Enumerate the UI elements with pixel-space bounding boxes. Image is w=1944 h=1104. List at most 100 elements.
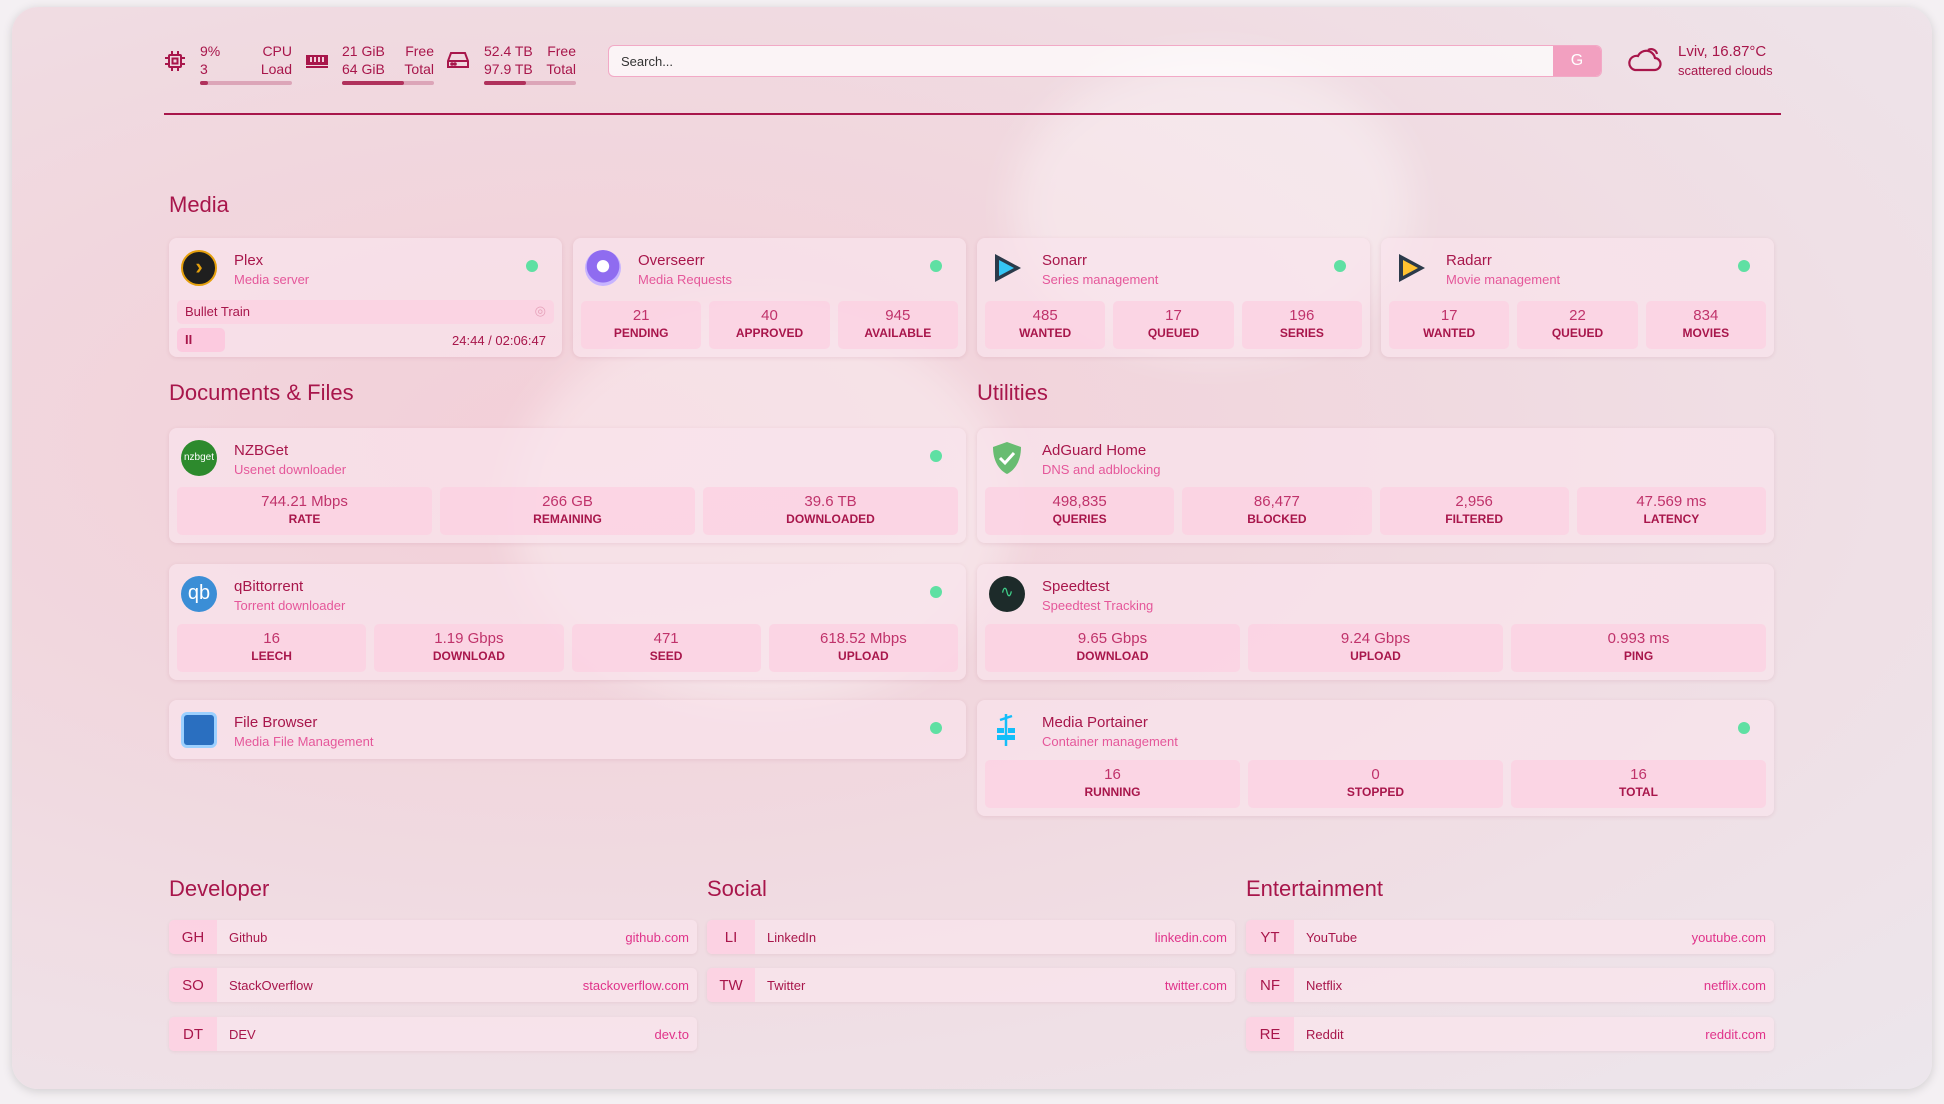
- bookmark-group-title: Entertainment: [1246, 876, 1383, 901]
- stat-label: AVAILABLE: [864, 326, 932, 340]
- service-description: Movie management: [1446, 272, 1561, 287]
- service-name: Plex: [234, 252, 264, 269]
- service-name: NZBGet: [234, 442, 289, 459]
- search-input[interactable]: Search... G: [608, 45, 1602, 77]
- bookmark-url: twitter.com: [1164, 977, 1227, 993]
- disk-total: 97.9 TB: [484, 61, 533, 77]
- stat-value: 1.19 Gbps: [434, 630, 504, 647]
- status-dot: [930, 586, 942, 598]
- cpu-load-label: Load: [260, 61, 292, 77]
- service-card-nzbget[interactable]: nzbget NZBGet Usenet downloader 744.21 M…: [169, 428, 966, 543]
- service-card-qbittorrent[interactable]: qb qBittorrent Torrent downloader 16 LEEC…: [169, 564, 966, 680]
- bookmark-abbr: NF: [1246, 968, 1294, 1002]
- pause-icon[interactable]: II: [177, 328, 225, 352]
- file-browser-logo-icon: [181, 712, 217, 748]
- service-stats: 485 WANTED 17 QUEUED 196 SERIES: [985, 301, 1362, 349]
- stat-value: 744.21 Mbps: [261, 493, 348, 510]
- stat-value: 945: [885, 307, 911, 324]
- service-card-adguard[interactable]: AdGuard Home DNS and adblocking 498,835 Q…: [977, 428, 1774, 543]
- bookmark-netflix[interactable]: NF Netflix netflix.com: [1246, 968, 1774, 1002]
- service-stats: 744.21 Mbps RATE 266 GB REMAINING 39.6 TB D…: [177, 487, 958, 535]
- service-description: Series management: [1042, 272, 1159, 287]
- settings-icon[interactable]: ◎: [534, 303, 546, 318]
- bookmark-abbr: YT: [1246, 920, 1294, 954]
- stat-value: 16: [1630, 766, 1647, 783]
- stat-label: SEED: [649, 649, 683, 663]
- bookmark-url: youtube.com: [1691, 929, 1766, 945]
- bookmark-dev[interactable]: DT DEV dev.to: [169, 1017, 697, 1051]
- service-description: Speedtest Tracking: [1042, 598, 1154, 613]
- service-card-file-browser[interactable]: File Browser Media File Management: [169, 700, 966, 759]
- stat-label: UPLOAD: [838, 649, 889, 663]
- bookmark-group-title: Developer: [169, 876, 270, 901]
- cpu-value: 9%: [200, 43, 221, 59]
- bookmark-linkedin[interactable]: LI LinkedIn linkedin.com: [707, 920, 1235, 954]
- playback-time: 24:44 / 02:06:47: [452, 333, 546, 348]
- stat-value: 9.24 Gbps: [1340, 630, 1411, 647]
- bookmark-stackoverflow[interactable]: SO StackOverflow stackoverflow.com: [169, 968, 697, 1002]
- stat-label: RUNNING: [1084, 785, 1141, 799]
- bookmark-github[interactable]: GH Github github.com: [169, 920, 697, 954]
- service-description: Usenet downloader: [234, 462, 347, 477]
- stat-value: 2,956: [1455, 493, 1493, 510]
- stat-label: QUEUED: [1551, 326, 1604, 340]
- stat-wanted: 485 WANTED: [985, 301, 1106, 349]
- stat-label: BLOCKED: [1247, 512, 1307, 526]
- stat-value: 196: [1289, 307, 1315, 324]
- bookmark-url: github.com: [625, 929, 689, 945]
- adguard-shield-icon: [989, 440, 1025, 476]
- stat-upload: 618.52 Mbps UPLOAD: [768, 624, 958, 672]
- stat-label: QUEUED: [1147, 326, 1200, 340]
- service-name: Speedtest: [1042, 578, 1110, 595]
- service-card-radarr[interactable]: Radarr Movie management 17 WANTED 22 QUEUE…: [1381, 238, 1774, 357]
- search-provider-button[interactable]: G: [1553, 46, 1601, 76]
- cloud-icon: [1626, 44, 1662, 79]
- weather-widget: Lviv, 16.87°C scattered clouds: [1678, 43, 1773, 78]
- service-card-portainer[interactable]: Media Portainer Container management 16 R…: [977, 700, 1774, 816]
- radarr-logo-icon: [1393, 250, 1429, 286]
- stat-label: STOPPED: [1346, 785, 1405, 799]
- stat-downloaded: 39.6 TB DOWNLOADED: [703, 487, 958, 535]
- stat-seed: 471 SEED: [571, 624, 761, 672]
- stat-label: DOWNLOAD: [432, 649, 505, 663]
- stat-value: 266 GB: [542, 493, 593, 510]
- stat-value: 17: [1165, 307, 1182, 324]
- service-card-plex[interactable]: › Plex Media server Bullet Train ◎ II 24…: [169, 238, 562, 357]
- bookmark-name: YouTube: [1306, 929, 1358, 945]
- service-card-speedtest[interactable]: ∿ Speedtest Speedtest Tracking 9.65 Gbps…: [977, 564, 1774, 680]
- stat-label: PING: [1623, 649, 1654, 663]
- service-description: DNS and adblocking: [1042, 462, 1161, 477]
- stat-value: 618.52 Mbps: [820, 630, 907, 647]
- service-name: Overseerr: [638, 252, 705, 269]
- memory-total: 64 GiB: [342, 61, 385, 77]
- section-title-documents: Documents & Files: [169, 380, 354, 405]
- bookmark-youtube[interactable]: YT YouTube youtube.com: [1246, 920, 1774, 954]
- cpu-bar: [200, 81, 292, 85]
- stat-value: 16: [263, 630, 280, 647]
- memory-bar: [342, 81, 434, 85]
- service-card-sonarr[interactable]: Sonarr Series management 485 WANTED 17 QUE…: [977, 238, 1370, 357]
- bookmark-twitter[interactable]: TW Twitter twitter.com: [707, 968, 1235, 1002]
- status-dot: [1334, 260, 1346, 272]
- stat-filtered: 2,956 FILTERED: [1379, 487, 1569, 535]
- portainer-crane-icon: [989, 712, 1025, 748]
- memory-icon: [305, 52, 329, 75]
- bookmark-abbr: DT: [169, 1017, 217, 1051]
- stat-label: LEECH: [251, 649, 292, 663]
- memory-free: 21 GiB: [342, 43, 385, 59]
- bookmark-reddit[interactable]: RE Reddit reddit.com: [1246, 1017, 1774, 1051]
- status-dot: [930, 722, 942, 734]
- stat-label: QUERIES: [1052, 512, 1107, 526]
- service-stats: 16 LEECH 1.19 Gbps DOWNLOAD 471 SEED 618.52…: [177, 624, 958, 672]
- stat-leech: 16 LEECH: [177, 624, 367, 672]
- section-title-media: Media: [169, 192, 229, 217]
- stat-value: 21: [632, 307, 650, 324]
- stat-label: REMAINING: [533, 512, 602, 526]
- stat-label: RATE: [288, 512, 321, 526]
- overseerr-logo-icon: [585, 250, 621, 286]
- stat-queued: 17 QUEUED: [1113, 301, 1234, 349]
- stat-value: 498,835: [1052, 493, 1107, 510]
- stat-label: TOTAL: [1619, 785, 1658, 799]
- stat-queries: 498,835 QUERIES: [985, 487, 1175, 535]
- service-card-overseerr[interactable]: Overseerr Media Requests 21 PENDING 40 APP…: [573, 238, 966, 357]
